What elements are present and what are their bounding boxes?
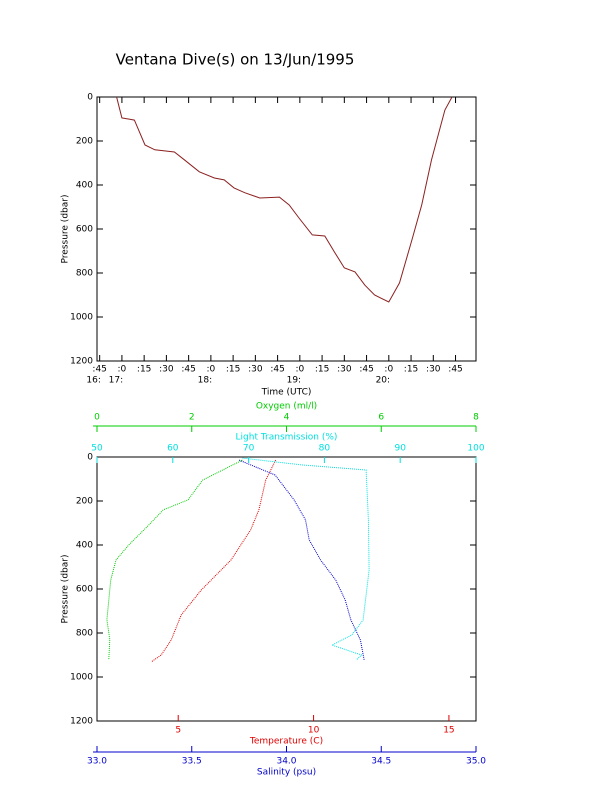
y-tick-label: 1200 [70,357,93,367]
x-axis-label: Oxygen (ml/l) [256,402,317,412]
y-tick-label: 600 [76,225,93,235]
x-tick-label: 35.0 [466,757,486,767]
y-tick-label: 400 [76,541,93,551]
x-tick-label: :15 [137,365,151,375]
x-hour-label: 16: [86,376,100,386]
plot-frame [96,96,477,362]
y-tick-label: 200 [76,137,93,147]
x-tick-label: :0 [384,365,393,375]
y-axis-label: Pressure (dbar) [61,195,71,264]
x-tick-label: 8 [473,413,479,423]
x-hour-label: 17: [109,376,123,386]
chart-title: Ventana Dive(s) on 13/Jun/1995 [116,51,355,69]
x-tick-label: :45 [359,365,373,375]
profile-line [242,457,370,661]
y-tick-label: 400 [76,181,93,191]
y-tick-label: 600 [76,585,93,595]
x-tick-label: :45 [181,365,195,375]
y-tick-label: 1200 [70,717,93,727]
depth-line [116,96,453,303]
x-hour-label: 18: [198,376,212,386]
x-tick-label: 10 [308,726,320,736]
y-tick-label: 1000 [70,313,93,323]
x-tick-label: :0 [118,365,127,375]
y-tick-label: 1000 [70,673,93,683]
y-tick-label: 200 [76,497,93,507]
y-tick-label: 0 [87,453,93,463]
x-tick-label: 90 [394,444,406,454]
x-tick-label: :0 [295,365,304,375]
profile-line [238,459,365,661]
x-tick-label: :30 [426,365,441,375]
x-hour-label: 20: [376,376,390,386]
x-tick-label: :45 [448,365,462,375]
x-tick-label: 100 [467,444,484,454]
x-axis-label: Time (UTC) [261,388,312,398]
x-axis-label: Salinity (psu) [257,768,316,778]
y-tick-label: 0 [87,93,93,103]
x-tick-label: :30 [248,365,263,375]
x-tick-label: 2 [189,413,195,423]
x-tick-label: 34.5 [371,757,391,767]
x-hour-label: 19: [287,376,301,386]
x-axis-label: Temperature (C) [249,737,323,747]
x-tick-label: :15 [226,365,240,375]
plot-frame [96,456,477,722]
x-tick-label: :30 [337,365,352,375]
y-axis-label: Pressure (dbar) [61,555,71,624]
x-tick-label: 5 [175,726,181,736]
x-tick-label: :15 [404,365,418,375]
x-tick-label: 80 [319,444,331,454]
x-tick-label: 70 [243,444,255,454]
profile-line [150,459,277,663]
y-tick-label: 800 [76,629,93,639]
y-tick-label: 800 [76,269,93,279]
x-tick-label: :45 [92,365,106,375]
x-tick-label: 60 [167,444,179,454]
x-tick-label: :0 [206,365,215,375]
x-tick-label: :15 [315,365,329,375]
x-tick-label: 33.0 [87,757,107,767]
x-tick-label: 34.0 [276,757,296,767]
x-tick-label: 4 [284,413,290,423]
x-tick-label: 33.5 [182,757,202,767]
x-tick-label: :45 [270,365,284,375]
profile-line [106,459,243,660]
x-tick-label: 0 [94,413,100,423]
x-tick-label: 15 [443,726,454,736]
x-tick-label: :30 [159,365,174,375]
x-axis-label: Light Transmission (%) [236,433,338,443]
x-tick-label: 50 [91,444,103,454]
x-tick-label: 6 [378,413,384,423]
